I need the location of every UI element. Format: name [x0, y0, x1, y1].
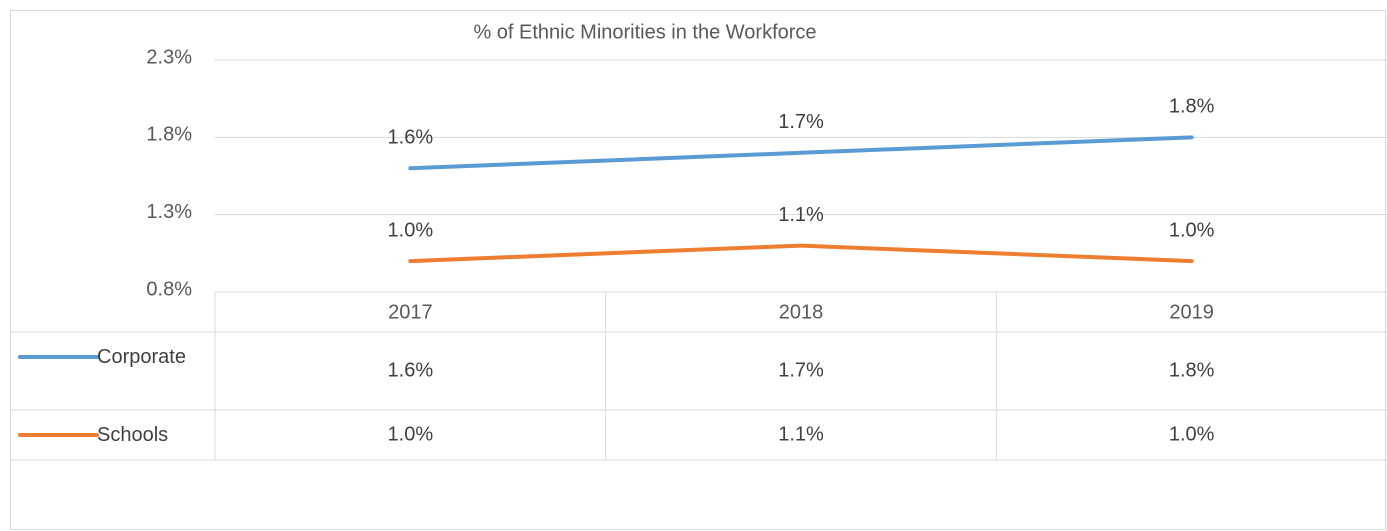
table-cell: 1.6%	[388, 359, 434, 381]
legend-item: Schools	[97, 424, 169, 446]
x-tick-label: 2018	[779, 301, 824, 323]
data-label: 1.0%	[1169, 219, 1215, 241]
y-tick-label: 1.3%	[146, 201, 192, 223]
y-tick-label: 1.8%	[146, 124, 192, 146]
x-tick-label: 2017	[388, 301, 433, 323]
data-label: 1.6%	[388, 127, 434, 149]
legend-item: Corporate	[97, 346, 186, 368]
table-cell: 1.8%	[1169, 359, 1215, 381]
y-tick-label: 0.8%	[146, 278, 192, 300]
data-label: 1.8%	[1169, 96, 1215, 118]
series-line	[408, 135, 1194, 171]
table-cell: 1.0%	[388, 423, 434, 445]
data-label: 1.7%	[778, 111, 824, 133]
x-tick-label: 2019	[1169, 301, 1214, 323]
data-label: 1.0%	[388, 219, 434, 241]
table-cell: 1.7%	[778, 359, 824, 381]
legend-label: Corporate	[97, 346, 186, 368]
table-cell: 1.0%	[1169, 423, 1215, 445]
legend-label: Schools	[97, 424, 169, 446]
chart-title: % of Ethnic Minorities in the Workforce	[473, 21, 816, 43]
y-tick-label: 2.3%	[146, 46, 192, 68]
data-label: 1.1%	[778, 204, 824, 226]
table-cell: 1.1%	[778, 423, 824, 445]
series-line	[408, 243, 1194, 264]
chart-border	[10, 10, 1386, 530]
